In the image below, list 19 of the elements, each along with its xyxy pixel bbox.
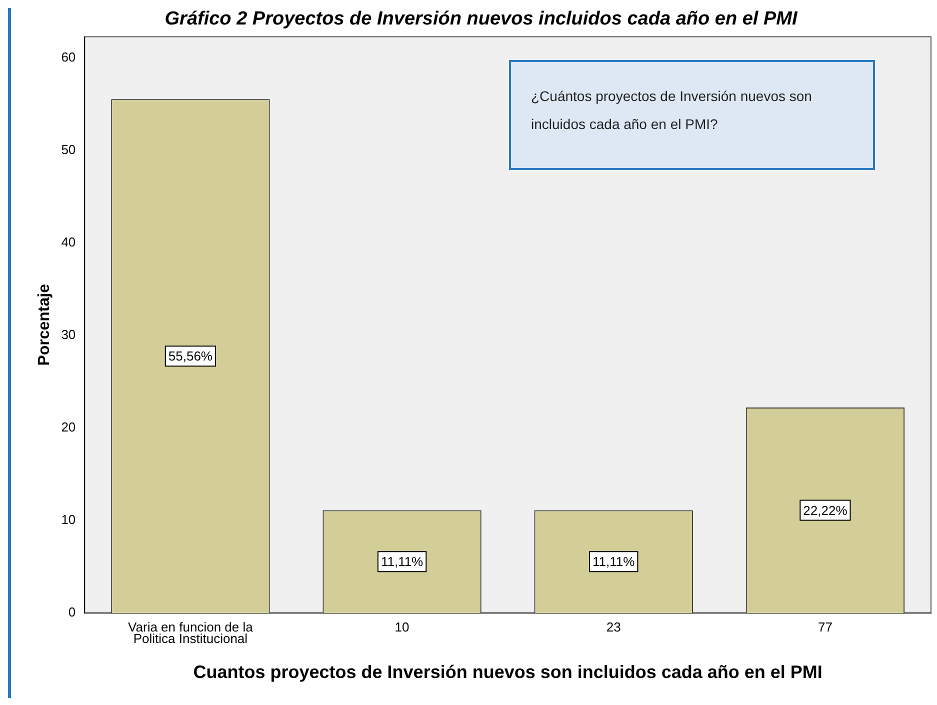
y-tick-label: 0 xyxy=(68,604,76,620)
y-tick-label: 30 xyxy=(61,327,76,342)
y-tick-label: 60 xyxy=(61,50,76,65)
data-label: 55,56% xyxy=(168,348,213,364)
y-tick-label: 20 xyxy=(61,420,76,435)
x-axis-title: Cuantos proyectos de Inversión nuevos son incluidos cada año en el PMI xyxy=(193,662,822,682)
y-tick-label: 40 xyxy=(61,234,76,250)
x-tick-label: 23 xyxy=(606,619,621,634)
x-tick-label: 77 xyxy=(818,619,832,634)
data-label: 22,22% xyxy=(803,502,848,518)
chart-title: Gráfico 2 Proyectos de Inversión nuevos incluidos cada año en el PMI xyxy=(164,8,798,30)
y-tick-label: 50 xyxy=(61,142,76,158)
text-box: ¿Cuántos proyectos de Inversión nuevos son incluidos cada año en el PMI? xyxy=(509,60,875,170)
data-label: 11,11% xyxy=(380,554,424,570)
y-tick-label: 10 xyxy=(61,512,76,528)
x-tick-label: 10 xyxy=(394,619,410,634)
data-label: 11,11% xyxy=(592,554,636,570)
x-tick-label: Varia en funcion de la Politica Institucional xyxy=(128,619,254,646)
y-axis-title: Porcentaje xyxy=(36,284,54,366)
